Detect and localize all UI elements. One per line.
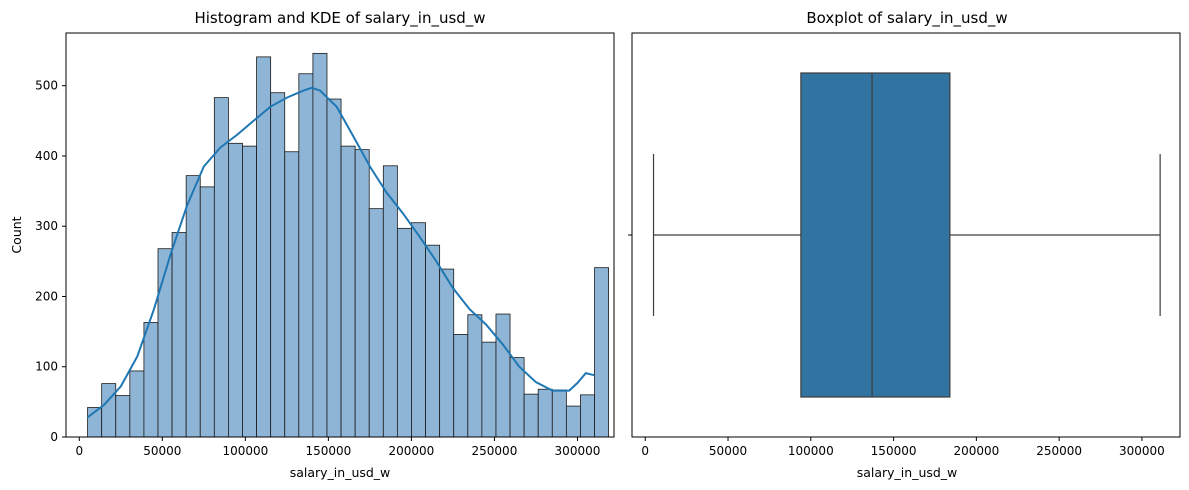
- histogram-bar: [495, 313, 511, 438]
- histogram-bar: [157, 248, 173, 438]
- histogram-y-axis-label: Count: [9, 216, 24, 253]
- histogram-bar: [171, 232, 187, 438]
- histogram-bar: [129, 370, 145, 438]
- boxplot-x-tick-label: 300000: [1119, 444, 1165, 458]
- histogram-y-tick-label: 400: [35, 149, 58, 163]
- histogram-bar: [565, 405, 581, 438]
- histogram-bar: [242, 145, 257, 438]
- histogram-bars: [87, 52, 610, 438]
- boxplot-x-ticks: 0 50000 100000 150000 200000 250000 300000: [641, 437, 1165, 458]
- histogram-bar: [340, 145, 356, 438]
- boxplot-x-tick-label: 100000: [788, 444, 834, 458]
- boxplot-x-tick-label: 150000: [871, 444, 917, 458]
- histogram-y-tick-label: 500: [35, 79, 58, 93]
- histogram-bar: [481, 341, 497, 438]
- boxplot-panel: Boxplot of salary_in_usd_w 0 50000 100000 1…: [628, 9, 1181, 480]
- boxplot-x-tick-label: 250000: [1036, 444, 1082, 458]
- histogram-bar: [199, 186, 215, 438]
- histogram-bar: [312, 52, 328, 438]
- histogram-bar: [411, 222, 426, 438]
- histogram-x-tick-label: 100000: [222, 444, 268, 458]
- histogram-bar: [256, 56, 272, 438]
- histogram-bar: [439, 268, 455, 438]
- histogram-bar: [453, 334, 469, 438]
- boxplot-x-tick-label: 50000: [709, 444, 747, 458]
- histogram-bar: [213, 97, 229, 438]
- histogram-bar: [185, 175, 201, 438]
- histogram-plot-frame: [65, 32, 615, 438]
- histogram-bar: [537, 388, 553, 438]
- histogram-y-tick-label: 300: [35, 219, 58, 233]
- histogram-y-ticks: 0 100 200 300 400 500: [35, 79, 66, 444]
- boxplot-x-tick-label: 0: [641, 444, 649, 458]
- boxplot-x-axis-label: salary_in_usd_w: [857, 465, 958, 480]
- histogram-bar: [270, 92, 286, 438]
- histogram-bar: [523, 393, 539, 438]
- histogram-bar: [594, 267, 610, 438]
- histogram-x-tick-label: 250000: [472, 444, 518, 458]
- histogram-bar: [284, 151, 300, 438]
- histogram-bar: [580, 394, 595, 438]
- histogram-bar: [143, 322, 159, 438]
- boxplot-x-tick-label: 200000: [953, 444, 999, 458]
- boxplot-box: [800, 72, 951, 398]
- histogram-x-tick-label: 200000: [388, 444, 434, 458]
- histogram-x-tick-label: 0: [75, 444, 83, 458]
- histogram-bar: [425, 244, 441, 438]
- histogram-x-axis-label: salary_in_usd_w: [290, 465, 391, 480]
- kde-line: [86, 86, 595, 419]
- histogram-y-tick-label: 200: [35, 289, 58, 303]
- histogram-x-tick-label: 50000: [143, 444, 181, 458]
- histogram-bar: [298, 73, 314, 438]
- histogram-x-tick-label: 300000: [555, 444, 601, 458]
- histogram-bar: [326, 98, 342, 438]
- histogram-bar: [396, 227, 412, 438]
- histogram-bar: [551, 389, 567, 438]
- boxplot-title: Boxplot of salary_in_usd_w: [806, 9, 1007, 28]
- histogram-bar: [467, 314, 483, 438]
- histogram-title: Histogram and KDE of salary_in_usd_w: [194, 9, 485, 28]
- histogram-y-tick-label: 100: [35, 360, 58, 374]
- histogram-panel: Histogram and KDE of salary_in_usd_w 0 50…: [9, 9, 615, 480]
- histogram-x-ticks: 0 50000 100000 150000 200000 250000 300000: [75, 437, 600, 458]
- histogram-bar: [115, 395, 131, 438]
- histogram-bar: [382, 165, 398, 438]
- histogram-bar: [354, 149, 370, 438]
- histogram-y-tick-label: 0: [50, 430, 58, 444]
- boxplot-plot-frame: [631, 32, 1181, 438]
- histogram-bar: [228, 142, 243, 438]
- histogram-bar: [368, 208, 384, 438]
- histogram-x-tick-label: 150000: [305, 444, 351, 458]
- histogram-bar: [101, 383, 117, 438]
